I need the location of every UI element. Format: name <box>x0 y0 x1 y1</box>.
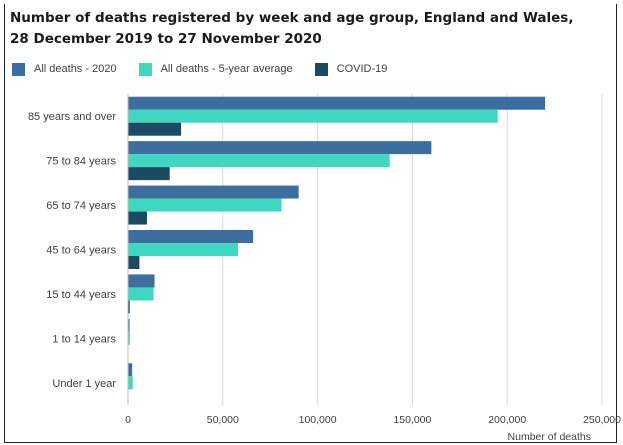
category-label-3: 45 to 64 years <box>46 245 116 257</box>
bar-2-1 <box>128 198 282 212</box>
x-tick-label-1: 50,000 <box>207 414 239 426</box>
category-label-5: 1 to 14 years <box>52 333 116 345</box>
x-tick-label-3: 150,000 <box>393 414 431 426</box>
chart-title-line-2: 28 December 2019 to 27 November 2020 <box>10 31 322 47</box>
legend-item-2: COVID-19 <box>314 62 388 76</box>
x-axis-title: Number of deaths <box>508 431 591 443</box>
legend-swatch-0 <box>12 62 25 76</box>
legend-item-0: All deaths - 2020 <box>12 62 117 76</box>
legend-label-1: All deaths - 5-year average <box>160 63 293 75</box>
x-tick-label-2: 100,000 <box>299 414 337 426</box>
bar-1-2 <box>128 167 170 181</box>
bar-6-1 <box>128 376 133 390</box>
category-label-1: 75 to 84 years <box>46 156 116 168</box>
x-tick-label-5: 250,000 <box>583 414 621 426</box>
bar-1-0 <box>128 141 432 155</box>
legend-swatch-1 <box>138 62 152 76</box>
bar-4-2 <box>128 300 130 314</box>
top-strip <box>0 0 623 4</box>
bar-4-0 <box>128 274 155 288</box>
chart-legend: All deaths - 2020 All deaths - 5-year ave… <box>12 60 409 78</box>
category-label-0: 85 years and over <box>28 111 116 123</box>
bar-2-0 <box>128 185 299 199</box>
bar-0-2 <box>128 122 182 136</box>
category-label-4: 15 to 44 years <box>46 289 116 301</box>
x-tick-label-0: 0 <box>125 414 131 426</box>
bar-1-1 <box>128 154 390 168</box>
bar-3-1 <box>128 243 238 256</box>
chart-title: Number of deaths registered by week and … <box>10 8 610 50</box>
category-label-6: Under 1 year <box>52 378 116 390</box>
x-tick-label-4: 200,000 <box>488 414 526 426</box>
legend-label-2: COVID-19 <box>336 63 388 75</box>
bar-0-1 <box>128 109 498 123</box>
legend-swatch-2 <box>314 62 328 76</box>
category-label-2: 65 to 74 years <box>46 200 116 212</box>
bar-5-0 <box>128 318 130 332</box>
bar-2-2 <box>128 211 147 225</box>
bar-5-1 <box>128 331 130 345</box>
bar-0-0 <box>128 96 546 110</box>
legend-item-1: All deaths - 5-year average <box>138 62 293 76</box>
bar-6-0 <box>128 363 133 377</box>
chart-frame <box>4 4 617 443</box>
bar-4-1 <box>128 287 154 301</box>
legend-label-0: All deaths - 2020 <box>34 63 117 75</box>
bar-3-0 <box>128 230 254 243</box>
bar-3-2 <box>128 256 140 269</box>
chart-title-line-1: Number of deaths registered by week and … <box>10 10 574 26</box>
